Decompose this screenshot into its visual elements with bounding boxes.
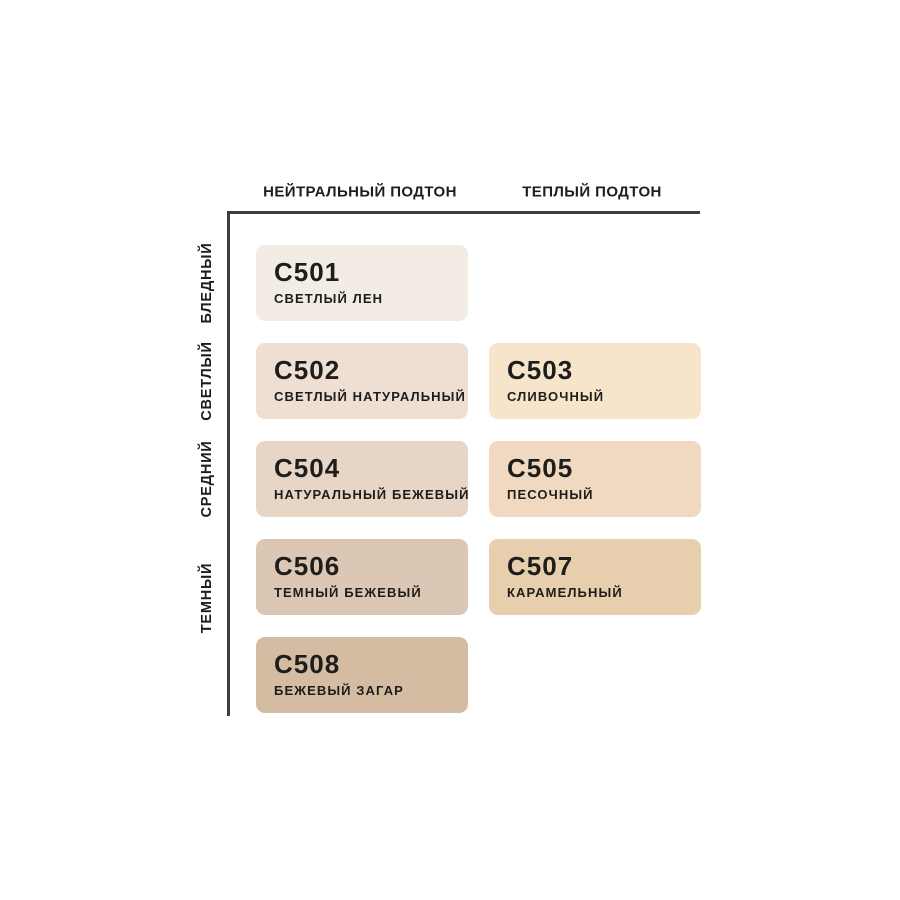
column-header-neutral-undertone: НЕЙТРАЛЬНЫЙ ПОДТОН — [263, 183, 457, 201]
shade-swatch-c506[interactable]: C506 ТЕМНЫЙ БЕЖЕВЫЙ — [256, 539, 468, 615]
shade-swatch-c508[interactable]: C508 БЕЖЕВЫЙ ЗАГАР — [256, 637, 468, 713]
row-label-light: СВЕТЛЫЙ — [199, 341, 215, 421]
shade-code: C508 — [274, 649, 341, 679]
shade-swatch-c505[interactable]: C505 ПЕСОЧНЫЙ — [489, 441, 701, 517]
shade-name: НАТУРАЛЬНЫЙ БЕЖЕВЫЙ — [274, 486, 470, 502]
shade-code: C503 — [507, 355, 574, 385]
shade-name: СВЕТЛЫЙ НАТУРАЛЬНЫЙ — [274, 388, 466, 404]
shade-name: ПЕСОЧНЫЙ — [507, 486, 594, 502]
shade-swatch-c502[interactable]: C502 СВЕТЛЫЙ НАТУРАЛЬНЫЙ — [256, 343, 468, 419]
axis-horizontal-line — [227, 211, 700, 214]
shade-name: ТЕМНЫЙ БЕЖЕВЫЙ — [274, 584, 422, 600]
shade-code: C504 — [274, 453, 341, 483]
axis-vertical-line — [227, 211, 230, 716]
row-label-pale: БЛЕДНЫЙ — [199, 242, 215, 324]
shade-code: C505 — [507, 453, 574, 483]
shade-name: БЕЖЕВЫЙ ЗАГАР — [274, 682, 404, 698]
shade-name: КАРАМЕЛЬНЫЙ — [507, 584, 623, 600]
shade-code: C506 — [274, 551, 341, 581]
row-label-medium: СРЕДНИЙ — [199, 440, 215, 518]
shade-swatch-c504[interactable]: C504 НАТУРАЛЬНЫЙ БЕЖЕВЫЙ — [256, 441, 468, 517]
shade-swatch-c503[interactable]: C503 СЛИВОЧНЫЙ — [489, 343, 701, 419]
shade-name: СВЕТЛЫЙ ЛЕН — [274, 290, 384, 306]
shade-code: C501 — [274, 257, 341, 287]
shade-code: C502 — [274, 355, 341, 385]
column-header-warm-undertone: ТЕПЛЫЙ ПОДТОН — [522, 183, 662, 201]
shade-name: СЛИВОЧНЫЙ — [507, 388, 605, 404]
shade-swatch-c501[interactable]: C501 СВЕТЛЫЙ ЛЕН — [256, 245, 468, 321]
shade-swatch-c507[interactable]: C507 КАРАМЕЛЬНЫЙ — [489, 539, 701, 615]
row-label-dark: ТЕМНЫЙ — [199, 562, 215, 634]
shade-code: C507 — [507, 551, 574, 581]
